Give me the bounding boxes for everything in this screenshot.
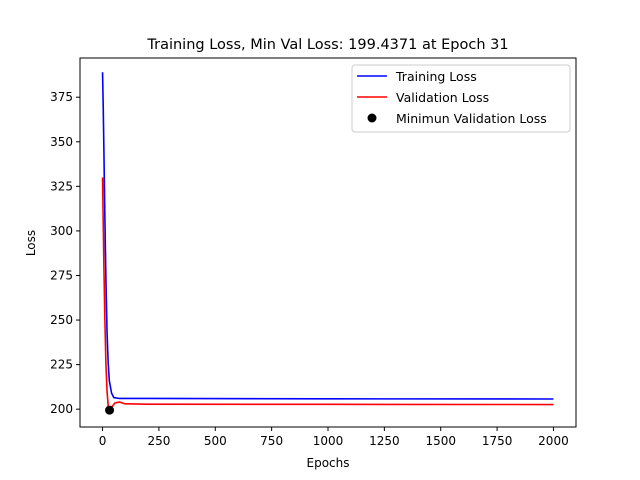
x-tick-label: 0 xyxy=(99,434,107,448)
legend-label-validation-loss: Validation Loss xyxy=(396,90,489,105)
y-tick-label: 225 xyxy=(50,358,73,372)
y-axis: 200 225 250 275 300 325 350 375 xyxy=(50,90,80,416)
legend-swatch-min-val-loss xyxy=(367,113,377,123)
x-tick-label: 1250 xyxy=(369,434,400,448)
x-tick-label: 1500 xyxy=(425,434,456,448)
min-val-loss-point xyxy=(105,405,115,415)
x-tick-label: 1000 xyxy=(313,434,344,448)
x-tick-label: 2000 xyxy=(538,434,569,448)
series-line-validation-loss xyxy=(101,177,554,412)
legend-label-training-loss: Training Loss xyxy=(395,69,477,84)
x-tick-label: 500 xyxy=(204,434,227,448)
legend: Training Loss Validation Loss Minimun Va… xyxy=(351,64,571,133)
series-line-training-loss xyxy=(101,72,554,400)
legend-label-min-val-loss: Minimun Validation Loss xyxy=(396,111,547,126)
y-tick-label: 300 xyxy=(50,224,73,238)
y-tick-label: 375 xyxy=(50,90,73,104)
y-axis-label: Loss xyxy=(24,230,38,256)
chart-title: Training Loss, Min Val Loss: 199.4371 at… xyxy=(146,37,508,53)
x-tick-label: 250 xyxy=(147,434,170,448)
plot-area xyxy=(101,72,554,415)
x-tick-label: 1750 xyxy=(482,434,513,448)
x-tick-label: 750 xyxy=(260,434,283,448)
y-tick-label: 250 xyxy=(50,313,73,327)
x-axis-label: Epochs xyxy=(307,456,350,470)
y-tick-label: 325 xyxy=(50,179,73,193)
y-tick-label: 275 xyxy=(50,268,73,282)
legend-box xyxy=(351,64,571,133)
y-tick-label: 200 xyxy=(50,402,73,416)
x-axis: 0 250 500 750 1000 1250 1500 1750 2000 xyxy=(99,427,569,448)
y-tick-label: 350 xyxy=(50,135,73,149)
